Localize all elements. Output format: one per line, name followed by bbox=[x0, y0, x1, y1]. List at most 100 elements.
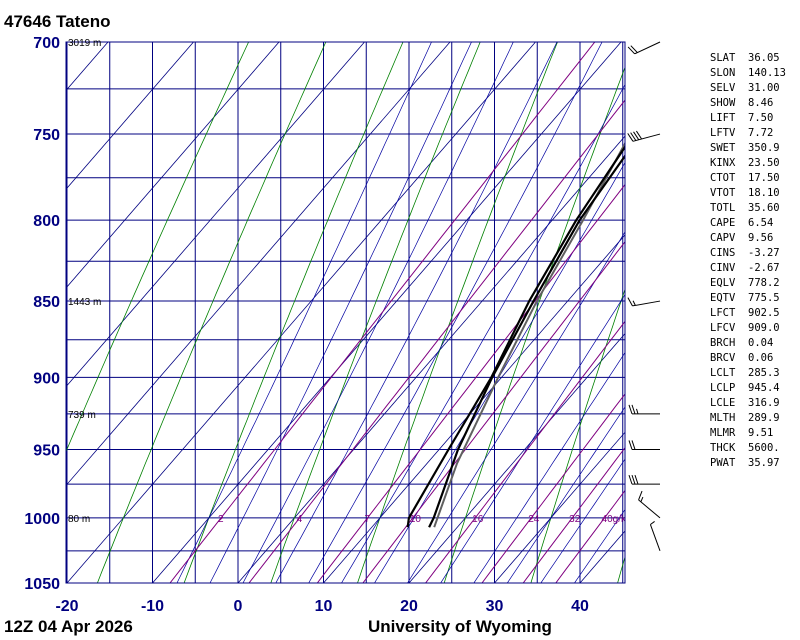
index-key: BRCV bbox=[710, 352, 736, 364]
index-value: 909.0 bbox=[748, 322, 780, 334]
parcel-path-line bbox=[433, 141, 625, 528]
index-value: 902.5 bbox=[748, 307, 780, 319]
isotherm-line bbox=[66, 42, 451, 487]
index-value: 35.97 bbox=[748, 457, 780, 469]
index-key: CAPV bbox=[710, 232, 736, 244]
barb-flag bbox=[628, 440, 633, 450]
barb-flag bbox=[627, 297, 633, 307]
mixing-ratio-label: 16 bbox=[472, 514, 484, 525]
wind-barb bbox=[627, 41, 661, 55]
barb-flag bbox=[628, 474, 633, 485]
mixing-ratio-line bbox=[316, 183, 625, 583]
observation-time: 12Z 04 Apr 2026 bbox=[4, 617, 133, 636]
index-row: LCLE 316.9 bbox=[710, 396, 786, 411]
index-key: PWAT bbox=[710, 457, 736, 469]
index-value: -2.67 bbox=[748, 262, 780, 274]
index-row: SHOW 8.46 bbox=[710, 96, 786, 111]
temperature-tick-label: 20 bbox=[400, 598, 418, 615]
index-row: MLTH 289.9 bbox=[710, 411, 786, 426]
mixing-ratio-line bbox=[481, 393, 625, 583]
barb-flag bbox=[634, 474, 639, 485]
index-row: LIFT 7.50 bbox=[710, 111, 786, 126]
moist-adiabat-line bbox=[341, 83, 625, 583]
isotherm-line bbox=[66, 42, 194, 190]
index-value: 18.10 bbox=[748, 187, 780, 199]
barb-flag bbox=[636, 130, 643, 140]
isotherm-line bbox=[0, 42, 23, 583]
index-key: CTOT bbox=[710, 172, 736, 184]
mixing-ratio-line bbox=[362, 240, 625, 583]
barb-flag bbox=[627, 46, 635, 55]
index-row: CAPE 6.54 bbox=[710, 216, 786, 231]
index-value: 17.50 bbox=[748, 172, 780, 184]
wind-barbs bbox=[627, 41, 661, 552]
barb-flag bbox=[628, 404, 633, 415]
index-row: PWAT 35.97 bbox=[710, 456, 786, 471]
temperature-tick-label: -10 bbox=[141, 598, 164, 615]
index-value: 7.72 bbox=[748, 127, 774, 139]
isotherm-line bbox=[408, 332, 625, 583]
isotherm-line bbox=[66, 42, 365, 388]
mixing-ratio-label: 2 bbox=[218, 514, 224, 525]
index-row: SLON 140.13 bbox=[710, 66, 786, 81]
index-row: LCLT 285.3 bbox=[710, 366, 786, 381]
moist-adiabat-line bbox=[407, 231, 625, 583]
index-key: MLMR bbox=[710, 427, 736, 439]
barb-staff bbox=[649, 524, 661, 552]
barb-flag bbox=[638, 490, 643, 501]
barb-half-flag bbox=[636, 408, 639, 415]
index-key: THCK bbox=[710, 442, 736, 454]
dry-adiabat-line bbox=[357, 42, 558, 583]
mixing-ratio-label: 32 bbox=[569, 514, 581, 525]
index-row: LFCV 909.0 bbox=[710, 321, 786, 336]
index-key: MLTH bbox=[710, 412, 736, 424]
wind-barb bbox=[628, 474, 660, 485]
station-title: 47646 Tateno bbox=[4, 12, 111, 31]
index-row: LFTV 7.72 bbox=[710, 126, 786, 141]
plot-frame bbox=[65, 41, 626, 584]
index-value: 945.4 bbox=[748, 382, 780, 394]
index-key: LFCT bbox=[710, 307, 736, 319]
index-row: BRCV 0.06 bbox=[710, 351, 786, 366]
index-key: CINS bbox=[710, 247, 736, 259]
index-value: 140.13 bbox=[748, 67, 786, 79]
barb-flag bbox=[631, 404, 636, 415]
height-label: 1443 m bbox=[68, 297, 101, 308]
mixing-ratio-line bbox=[169, 42, 596, 583]
dry-adiabat-line bbox=[66, 42, 249, 453]
index-row: SWET 350.9 bbox=[710, 141, 786, 156]
mixing-ratio-line bbox=[248, 99, 625, 583]
index-key: SLAT bbox=[710, 52, 736, 64]
moist-adiabat-line bbox=[209, 42, 472, 583]
index-value: 0.04 bbox=[748, 337, 774, 349]
index-key: SELV bbox=[710, 82, 736, 94]
mixing-ratio-label: 40g/kg bbox=[602, 514, 632, 525]
temperature-tick-label: 0 bbox=[234, 598, 243, 615]
temperature-tick-label: 10 bbox=[315, 598, 333, 615]
index-value: 9.56 bbox=[748, 232, 774, 244]
dry-adiabat-line bbox=[530, 288, 625, 583]
moist-adiabat-line bbox=[374, 162, 625, 583]
dry-adiabat-line bbox=[183, 42, 404, 583]
index-key: LCLE bbox=[710, 397, 736, 409]
index-value: 350.9 bbox=[748, 142, 780, 154]
index-key: BRCH bbox=[710, 337, 736, 349]
axis-labels: 3019 m 1443 m 739 m 80 m 700 750 800 850 900 950 1… bbox=[24, 35, 589, 615]
isotherm-line bbox=[494, 431, 625, 583]
index-row: CAPV 9.56 bbox=[710, 231, 786, 246]
barb-flag bbox=[633, 131, 640, 141]
barb-staff bbox=[632, 133, 661, 142]
pressure-tick-label: 950 bbox=[33, 442, 60, 459]
index-row: KINX 23.50 bbox=[710, 156, 786, 171]
height-label: 739 m bbox=[68, 410, 96, 421]
grid-layer bbox=[0, 42, 625, 583]
moist-adiabat-line bbox=[242, 42, 514, 583]
index-row: LFCT 902.5 bbox=[710, 306, 786, 321]
isotherm-line bbox=[66, 42, 109, 92]
index-key: SLON bbox=[710, 67, 736, 79]
index-key: LCLP bbox=[710, 382, 736, 394]
index-value: -3.27 bbox=[748, 247, 780, 259]
pressure-tick-label: 800 bbox=[33, 213, 60, 230]
isotherm-line bbox=[66, 42, 280, 289]
